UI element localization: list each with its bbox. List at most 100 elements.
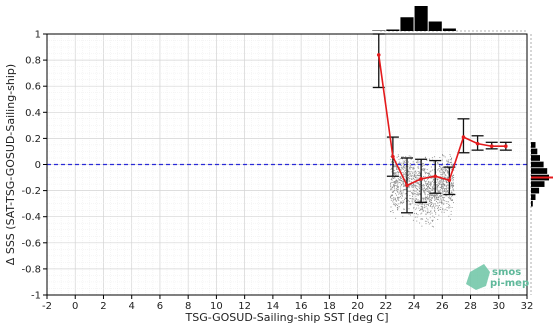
scatter-point <box>440 201 442 203</box>
scatter-point <box>417 189 418 191</box>
scatter-point <box>399 203 401 205</box>
scatter-point <box>448 215 450 217</box>
scatter-point <box>443 155 445 157</box>
x-tick-label: 6 <box>157 301 163 312</box>
scatter-point <box>453 169 455 171</box>
scatter-point <box>426 217 428 219</box>
scatter-point <box>434 198 436 200</box>
scatter-point <box>391 186 393 188</box>
scatter-point <box>436 178 438 180</box>
scatter-point <box>395 166 397 168</box>
smos-logo: smos pi-mep <box>466 264 529 290</box>
scatter-point <box>441 203 442 205</box>
scatter-point <box>440 187 442 188</box>
scatter-point <box>447 160 449 162</box>
scatter-point <box>396 189 398 191</box>
scatter-point <box>424 220 426 222</box>
scatter-point <box>447 171 449 173</box>
scatter-point <box>424 203 426 205</box>
scatter-point <box>407 174 409 176</box>
scatter-point <box>446 188 448 190</box>
scatter-point <box>419 185 421 187</box>
scatter-point <box>425 196 427 198</box>
scatter-point <box>398 155 400 157</box>
scatter-point <box>440 171 442 173</box>
scatter-point <box>411 196 413 198</box>
scatter-point <box>425 173 426 175</box>
scatter-point <box>450 213 452 215</box>
scatter-point <box>401 191 403 193</box>
scatter-point <box>426 207 428 209</box>
scatter-point <box>391 168 393 170</box>
scatter-point <box>429 213 431 215</box>
scatter-point <box>401 203 403 205</box>
x-tick-label: 12 <box>238 301 251 312</box>
scatter-point <box>441 195 442 197</box>
scatter-point <box>403 167 405 169</box>
scatter-point <box>418 207 420 209</box>
scatter-point <box>411 186 413 188</box>
scatter-point <box>414 185 416 186</box>
scatter-point <box>398 186 399 188</box>
scatter-point <box>394 185 396 187</box>
mean-point <box>504 144 508 149</box>
scatter-point <box>397 187 399 188</box>
scatter-point <box>429 188 431 189</box>
scatter-point <box>422 169 424 171</box>
scatter-point <box>411 178 413 180</box>
scatter-point <box>426 190 428 192</box>
scatter-point <box>436 201 437 202</box>
scatter-point <box>446 159 448 161</box>
scatter-point <box>439 157 441 158</box>
scatter-point <box>449 197 451 199</box>
scatter-point <box>402 167 404 169</box>
scatter-point <box>437 193 439 195</box>
scatter-point <box>412 183 414 185</box>
scatter-point <box>405 197 407 199</box>
scatter-point <box>400 176 401 178</box>
scatter-point <box>442 197 444 199</box>
scatter-point <box>392 187 394 189</box>
scatter-point <box>442 191 444 193</box>
scatter-point <box>436 179 438 180</box>
scatter-point <box>397 187 399 189</box>
scatter-point <box>401 171 403 173</box>
scatter-point <box>446 181 447 183</box>
scatter-point <box>434 209 436 211</box>
scatter-point <box>410 181 412 183</box>
scatter-point <box>437 186 439 188</box>
scatter-point <box>452 183 454 185</box>
scatter-point <box>417 171 419 173</box>
scatter-point <box>411 184 413 186</box>
scatter-point <box>448 198 450 200</box>
scatter-point <box>402 215 404 217</box>
scatter-point <box>427 209 429 211</box>
scatter-point <box>401 197 403 199</box>
scatter-point <box>438 208 440 210</box>
scatter-point <box>440 195 442 197</box>
scatter-point <box>424 192 426 194</box>
scatter-point <box>396 180 398 182</box>
scatter-point <box>395 203 397 205</box>
scatter-point <box>431 177 432 179</box>
scatter-point <box>402 208 404 210</box>
scatter-point <box>400 165 402 166</box>
scatter-point <box>431 190 433 192</box>
scatter-point <box>422 185 424 187</box>
scatter-point <box>416 198 418 200</box>
scatter-point <box>416 182 418 184</box>
scatter-point <box>402 189 404 191</box>
scatter-point <box>419 193 421 195</box>
scatter-point <box>405 156 407 158</box>
scatter-point <box>440 168 442 170</box>
scatter-point <box>436 193 437 195</box>
scatter-point <box>414 184 416 186</box>
scatter-point <box>398 196 399 198</box>
scatter-point <box>441 179 443 181</box>
scatter-point <box>403 188 405 190</box>
scatter-point <box>440 193 442 195</box>
scatter-point <box>392 181 394 183</box>
scatter-point <box>424 172 426 174</box>
scatter-point <box>453 184 454 186</box>
scatter-point <box>405 165 407 167</box>
